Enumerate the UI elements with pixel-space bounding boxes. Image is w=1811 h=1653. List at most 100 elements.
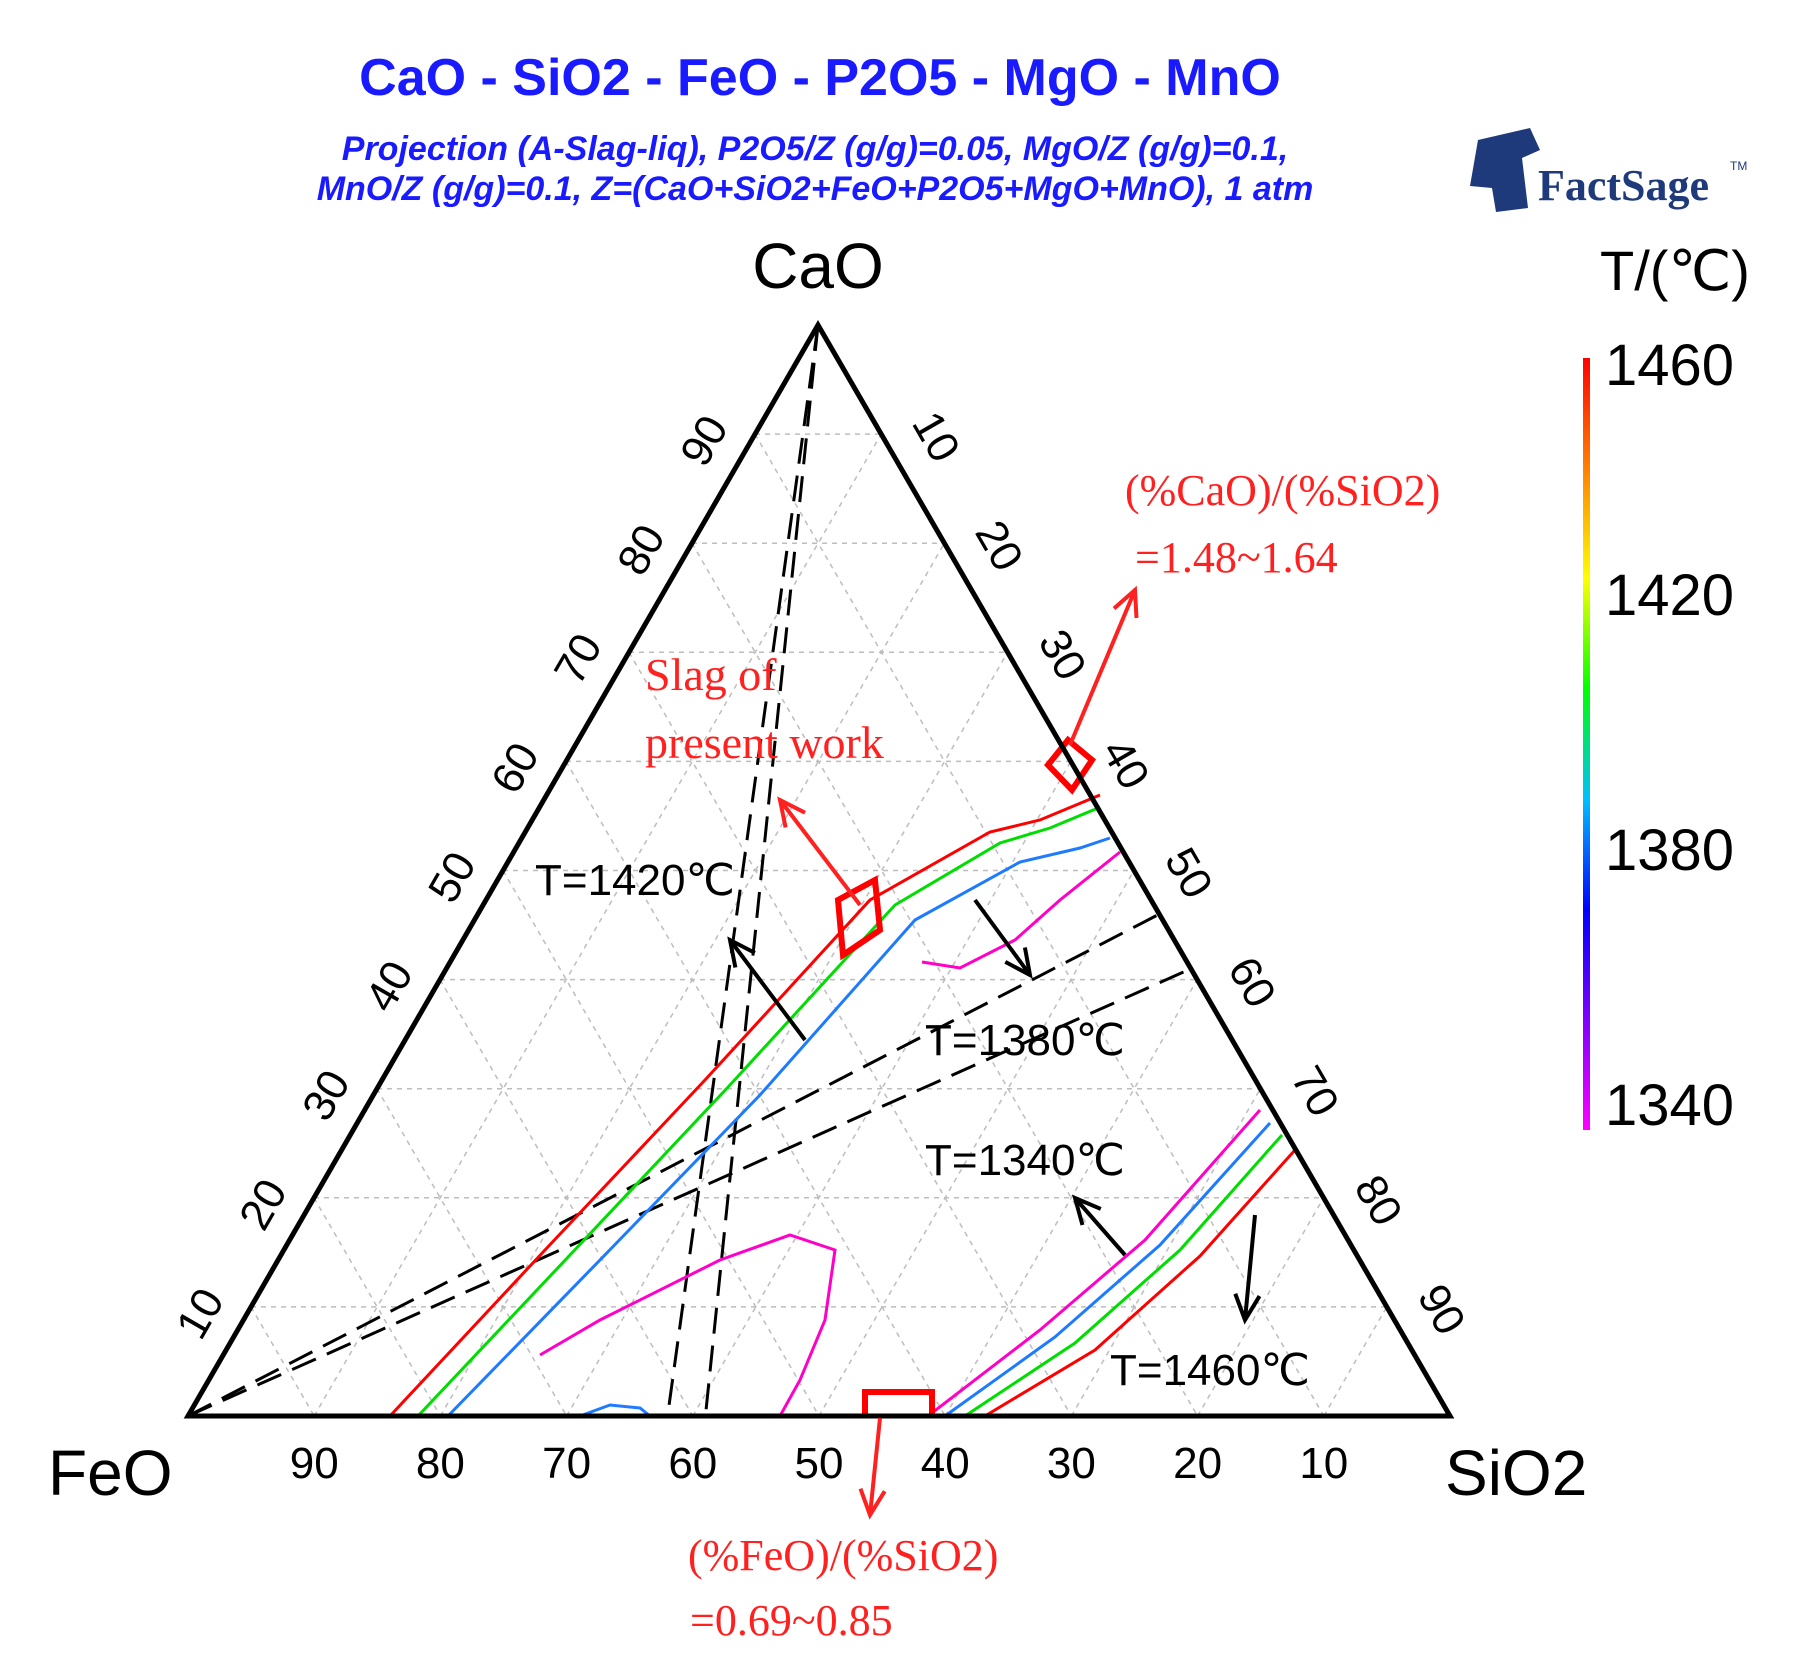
tick-label-cao: 10 [167,1280,234,1347]
ternary-grid [250,433,1388,1417]
ratio-band-line [187,967,1192,1418]
ratio-band-line [666,324,820,1417]
isotherm-label-1460: T=1460℃ [1110,1346,1310,1395]
isotherm-curve [446,836,1111,1418]
tick-label-cao: 70 [545,626,612,693]
tick-label-feo: 60 [668,1439,717,1488]
grid-line [944,979,1198,1417]
ternary-frame [183,320,1455,1419]
annotation-slag-line1: Slag of [645,649,777,700]
isotherm-curve [539,1233,837,1417]
tick-label-cao: 60 [482,735,549,802]
tick-label-sio2: 80 [1345,1167,1412,1234]
annotation-feo-sio2-line2: =0.69~0.85 [690,1596,893,1645]
annotation-arrows [727,585,1262,1520]
isotherm-curves [388,735,1297,1418]
tick-label-feo: 50 [795,1439,844,1488]
grid-line [565,761,946,1417]
ratio-band-line [703,324,820,1417]
arrow-head [777,796,806,828]
grid-line [313,433,882,1417]
isotherm-curve [984,1148,1297,1418]
tick-label-feo: 10 [1299,1439,1348,1488]
factsage-logo-mark [1470,128,1540,212]
colorbar-gradient [1583,358,1590,1130]
tick-label-sio2: 10 [902,403,969,470]
tick-label-sio2: 70 [1282,1058,1349,1125]
arrow-shaft [1243,1214,1257,1321]
isotherm-curve [927,1109,1262,1418]
grid-line [818,870,1135,1417]
chart-title: CaO - SiO2 - FeO - P2O5 - MgO - MnO [359,49,1281,107]
colorbar: T/(℃) 1460 1420 1380 1340 [1583,239,1750,1138]
tick-label-cao: 80 [608,517,675,584]
tick-label-feo: 80 [416,1439,465,1488]
annotation-feo-sio2-line1: (%FeO)/(%SiO2) [688,1531,998,1580]
isotherm-curve [388,793,1101,1418]
arrow-shaft [1068,589,1137,746]
grid-line [1323,1306,1388,1417]
arrow-head [1004,947,1033,979]
tick-label-cao: 20 [230,1171,297,1238]
isotherm-curve [416,806,1099,1418]
arrow-head [1071,1194,1102,1226]
tick-label-cao: 40 [356,953,423,1020]
colorbar-label-1380: 1380 [1605,818,1734,883]
slag-region-box [834,875,884,961]
tick-label-feo: 90 [290,1439,339,1488]
arrow-head [858,1487,887,1520]
tick-label-sio2: 40 [1092,731,1159,798]
vertex-label-sio2: SiO2 [1445,1437,1587,1509]
tick-label-cao: 30 [293,1062,360,1129]
grid-line [250,1306,315,1417]
vertex-label-cao: CaO [752,230,884,302]
arrow-shaft [728,938,807,1042]
arrow-shaft [973,898,1032,977]
tick-label-sio2: 30 [1029,622,1096,689]
vertex-label-feo: FeO [48,1437,172,1509]
colorbar-label-1420: 1420 [1605,563,1734,628]
isotherm-label-1380: T=1380℃ [925,1016,1125,1065]
grid-line [628,651,1073,1417]
factsage-logo-tm: TM [1730,159,1747,173]
tick-label-cao: 90 [671,407,738,474]
arrow-shaft [778,798,862,907]
chart-subtitle-line1: Projection (A-Slag-liq), P2O5/Z (g/g)=0.… [342,130,1288,168]
ratio-band-line [187,912,1160,1418]
arrow-head [1112,585,1139,619]
tick-label-feo: 70 [542,1439,591,1488]
arrow-head [1233,1293,1262,1325]
ratio-bands [187,324,1192,1418]
grid-line [376,1088,568,1417]
annotation-cao-sio2-line1: (%CaO)/(%SiO2) [1125,466,1440,515]
isotherm-curve [921,850,1121,970]
tick-label-sio2: 20 [966,513,1033,580]
isotherm-label-1420: T=1420℃ [535,856,735,905]
chart-subtitle-line2: MnO/Z (g/g)=0.1, Z=(CaO+SiO2+FeO+P2O5+Mg… [317,170,1314,208]
annotation-slag-line2: present work [645,717,884,768]
tick-label-feo: 30 [1047,1439,1096,1488]
grid-line [439,979,694,1417]
tick-label-feo: 40 [921,1439,970,1488]
colorbar-label-1340: 1340 [1605,1073,1734,1138]
grid-line [565,651,1009,1417]
annotation-cao-sio2-line2: =1.48~1.64 [1135,533,1338,582]
isotherm-curve [579,1403,651,1418]
tick-label-sio2: 50 [1155,840,1222,907]
factsage-logo: FactSage TM [1470,128,1747,212]
colorbar-title: T/(℃) [1600,239,1750,302]
grid-line [502,870,820,1417]
grid-line [1196,1197,1325,1417]
isotherm-curve [964,1134,1284,1418]
factsage-logo-text: FactSage [1538,161,1709,210]
colorbar-label-1460: 1460 [1605,333,1734,398]
tick-label-sio2: 60 [1218,949,1285,1016]
arrow-shaft [868,1417,882,1516]
feo-sio2-box [862,1389,935,1416]
grid-line [313,1197,442,1417]
arrow-head [727,936,756,968]
tick-label-sio2: 90 [1408,1276,1475,1343]
isotherm-curve [944,1121,1272,1418]
arrow-shaft [1073,1196,1127,1257]
